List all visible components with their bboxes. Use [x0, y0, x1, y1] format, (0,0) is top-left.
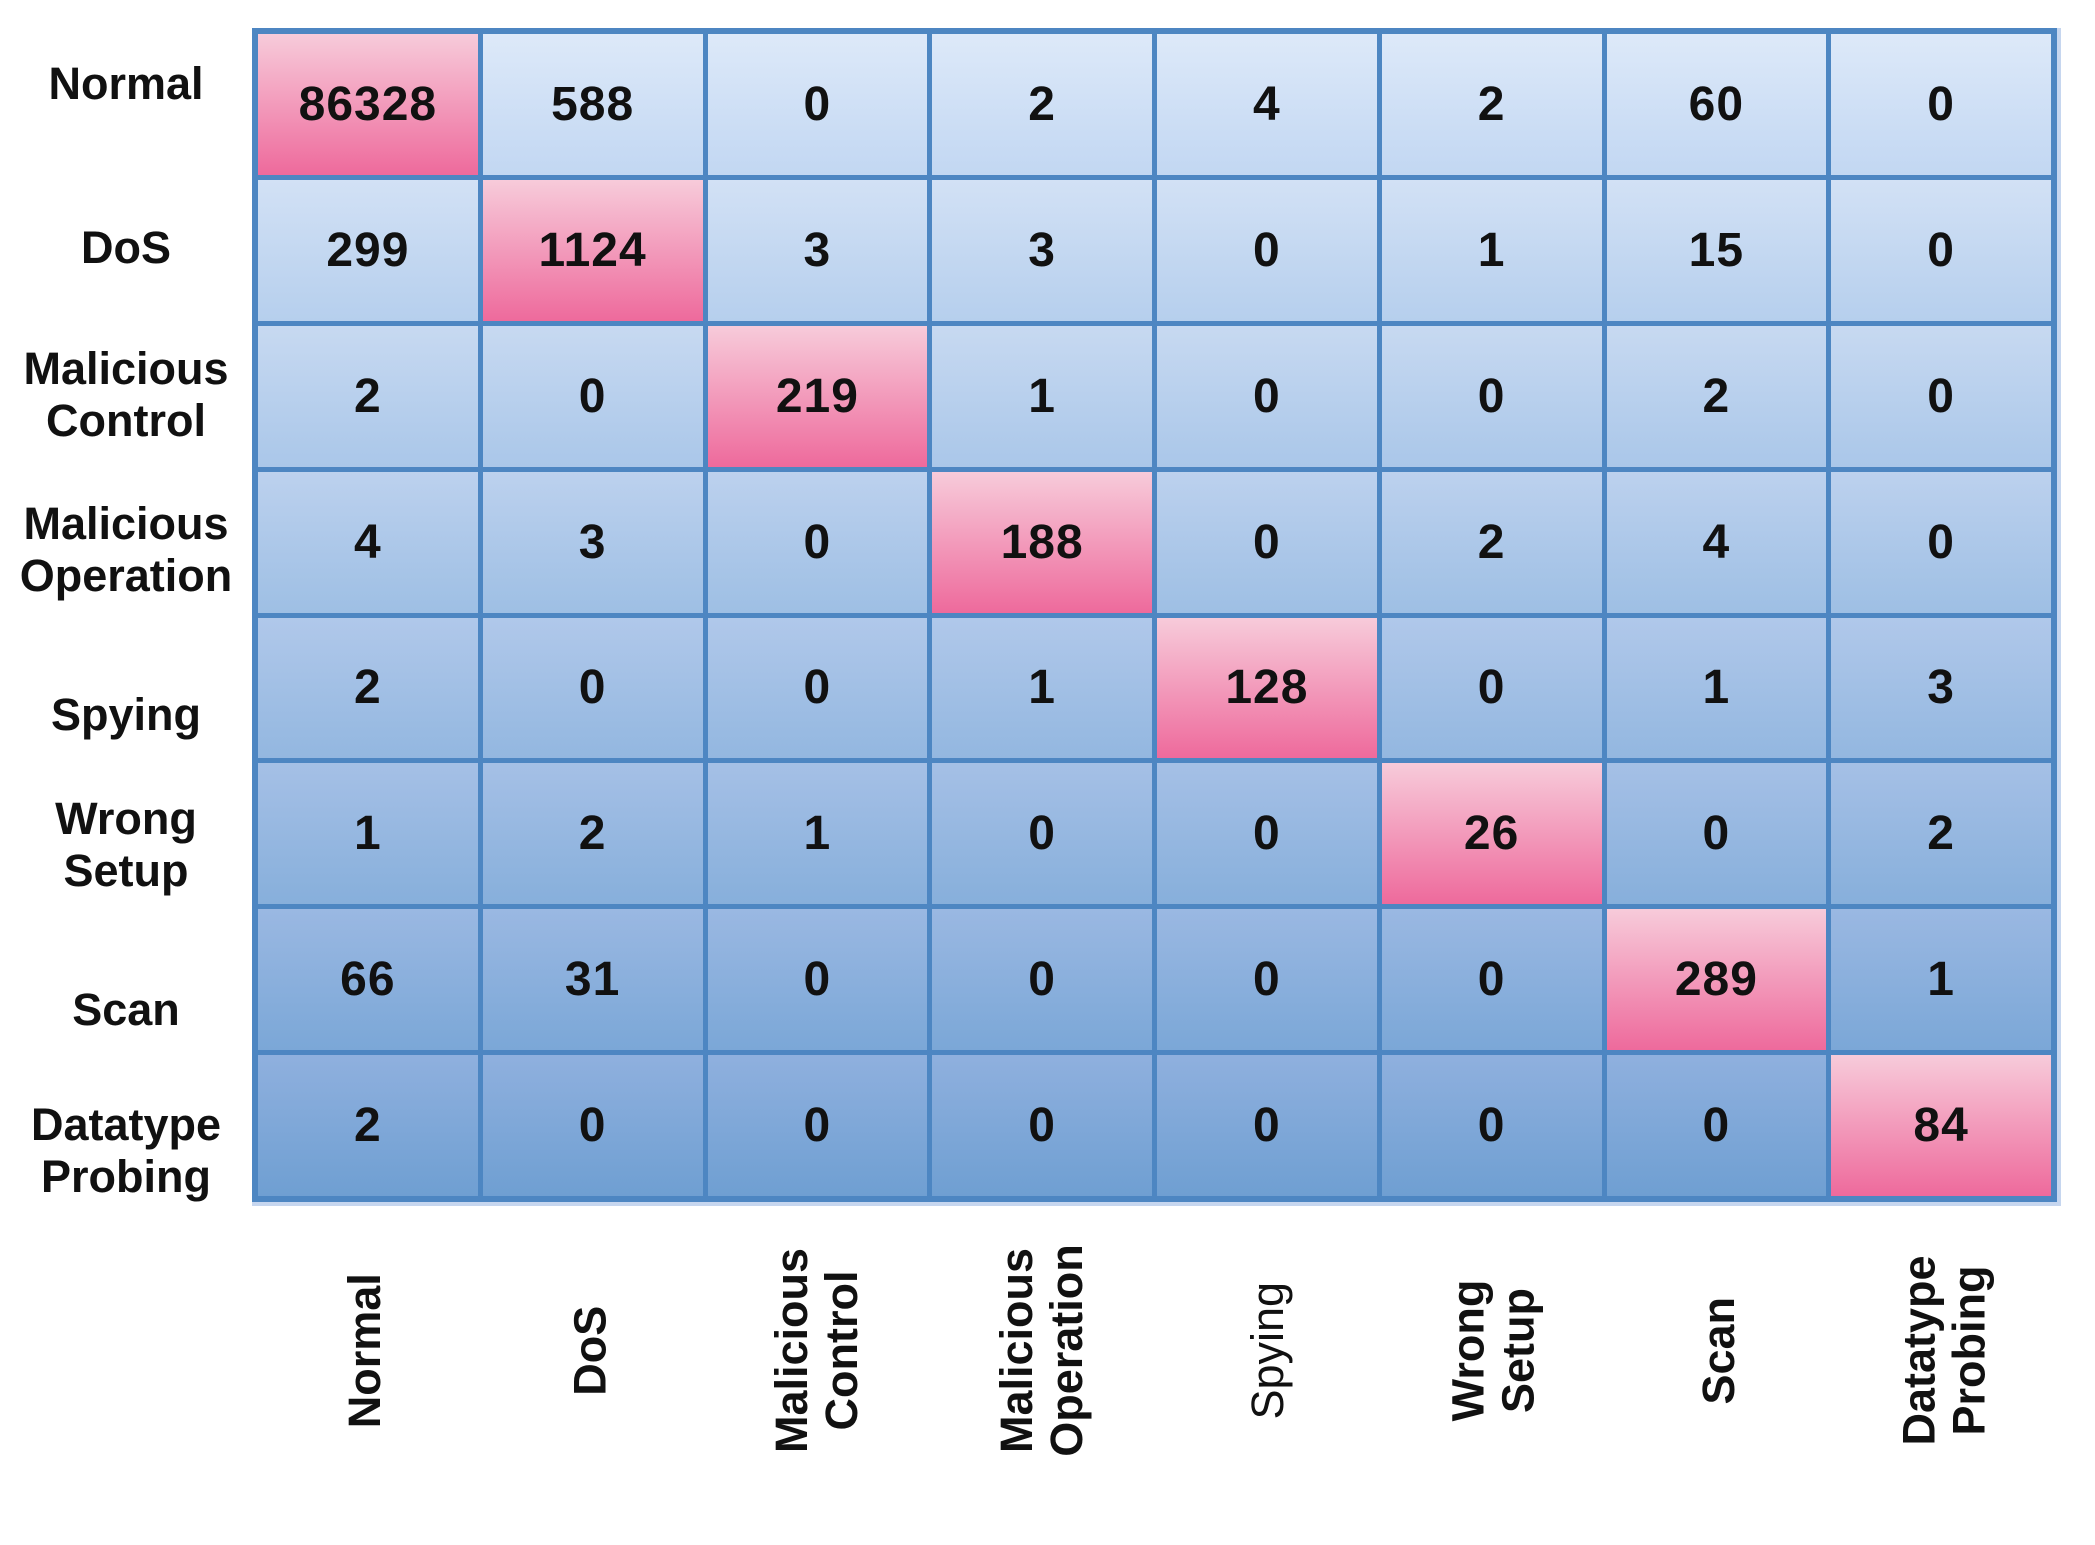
col-label: Normal — [339, 1272, 391, 1429]
matrix-cell-diagonal: 188 — [932, 471, 1152, 613]
matrix-cell: 0 — [1157, 179, 1377, 321]
matrix-cell: 0 — [707, 1055, 928, 1196]
matrix-cell: 2 — [932, 34, 1152, 175]
col-label-cell: Datatype Probing — [1831, 1202, 2057, 1545]
matrix-cell: 1 — [932, 325, 1152, 467]
matrix-cell: 0 — [482, 617, 703, 759]
row-labels-column: Normal DoS Malicious Control Malicious Oper… — [0, 28, 252, 1202]
matrix-cell: 0 — [1381, 617, 1602, 759]
matrix-cell: 2 — [482, 763, 703, 905]
matrix-cell: 0 — [1157, 325, 1377, 467]
matrix-cell: 0 — [1831, 471, 2051, 613]
matrix-cell: 31 — [482, 909, 703, 1051]
matrix-cell: 0 — [1157, 1055, 1377, 1196]
matrix-cell-diagonal: 128 — [1157, 617, 1377, 759]
matrix-cell: 4 — [1157, 34, 1377, 175]
row-label: Wrong Setup — [55, 793, 197, 897]
matrix-cell: 1 — [932, 617, 1152, 759]
matrix-cell: 0 — [932, 763, 1152, 905]
column-labels-row: Normal DoS Malicious Control Malicious Oper… — [252, 1202, 2057, 1545]
matrix-cell: 0 — [932, 909, 1152, 1051]
matrix-cell: 3 — [1831, 617, 2051, 759]
matrix-cell: 0 — [1381, 1055, 1602, 1196]
matrix-cell: 0 — [707, 617, 928, 759]
matrix-cell: 66 — [258, 909, 478, 1051]
col-label: Datatype Probing — [1893, 1255, 1995, 1446]
matrix-cell: 0 — [1157, 471, 1377, 613]
matrix-cell: 4 — [258, 471, 478, 613]
row-label: Malicious Operation — [19, 497, 233, 601]
matrix-cell: 299 — [258, 179, 478, 321]
matrix-cell: 1 — [1831, 909, 2051, 1051]
matrix-cell: 2 — [1606, 325, 1827, 467]
matrix-cell: 0 — [1157, 909, 1377, 1051]
matrix-cell: 3 — [482, 471, 703, 613]
col-label-cell: Malicious Control — [703, 1202, 929, 1545]
matrix-cell: 0 — [1157, 763, 1377, 905]
matrix-cell: 0 — [1381, 325, 1602, 467]
matrix-cell: 0 — [1381, 909, 1602, 1051]
col-label: Scan — [1692, 1296, 1744, 1405]
matrix-cell-diagonal: 86328 — [258, 34, 478, 175]
matrix-cell: 2 — [258, 617, 478, 759]
matrix-cell-diagonal: 26 — [1381, 763, 1602, 905]
col-label: Malicious Control — [765, 1247, 867, 1454]
col-label: Malicious Operation — [991, 1244, 1092, 1457]
row-label: Normal — [48, 57, 204, 109]
matrix-cell: 60 — [1606, 34, 1827, 175]
col-label-cell: Spying — [1155, 1202, 1381, 1545]
matrix-cell: 0 — [1831, 34, 2051, 175]
matrix-cell: 2 — [1381, 34, 1602, 175]
matrix-cell: 2 — [258, 325, 478, 467]
matrix-cell: 0 — [1831, 179, 2051, 321]
matrix-cell: 1 — [707, 763, 928, 905]
matrix-cell: 588 — [482, 34, 703, 175]
matrix-cell: 0 — [1831, 325, 2051, 467]
matrix-cell: 0 — [1606, 1055, 1827, 1196]
matrix-cell-diagonal: 84 — [1831, 1055, 2051, 1196]
col-label-cell: Normal — [252, 1202, 478, 1545]
col-label: Spying — [1241, 1281, 1293, 1420]
matrix-cell: 0 — [707, 471, 928, 613]
matrix-cell: 0 — [707, 909, 928, 1051]
matrix-cell: 0 — [482, 325, 703, 467]
row-label: Scan — [72, 984, 180, 1035]
matrix-cell-diagonal: 219 — [707, 325, 928, 467]
col-label: Wrong Setup — [1442, 1279, 1543, 1422]
row-label: DoS — [81, 222, 171, 274]
matrix-cell-diagonal: 289 — [1606, 909, 1827, 1051]
matrix-cell: 3 — [707, 179, 928, 321]
confusion-matrix-grid: 86328 588 0 2 4 2 60 0 299 1124 3 3 0 1 15 0 2 0 219 1 0 0 2 0 4… — [252, 28, 2057, 1202]
matrix-cell: 1 — [1381, 179, 1602, 321]
matrix-cell: 0 — [707, 34, 928, 175]
row-label: Spying — [50, 688, 201, 740]
col-label-cell: Wrong Setup — [1380, 1202, 1606, 1545]
col-label: DoS — [564, 1305, 616, 1396]
matrix-cell: 15 — [1606, 179, 1827, 321]
matrix-cell: 1 — [258, 763, 478, 905]
matrix-cell: 3 — [932, 179, 1152, 321]
matrix-cell: 4 — [1606, 471, 1827, 613]
matrix-cell: 2 — [1381, 471, 1602, 613]
col-label-cell: Scan — [1606, 1202, 1832, 1545]
matrix-cell: 0 — [1606, 763, 1827, 905]
matrix-cell: 2 — [1831, 763, 2051, 905]
matrix-cell: 1 — [1606, 617, 1827, 759]
col-label-cell: Malicious Operation — [929, 1202, 1155, 1545]
matrix-cell: 0 — [482, 1055, 703, 1196]
row-label: Datatype Probing — [30, 1098, 222, 1202]
matrix-cell: 2 — [258, 1055, 478, 1196]
row-label: Malicious Control — [23, 343, 229, 446]
matrix-cell-diagonal: 1124 — [482, 179, 703, 321]
matrix-cell: 0 — [932, 1055, 1152, 1196]
col-label-cell: DoS — [478, 1202, 704, 1545]
